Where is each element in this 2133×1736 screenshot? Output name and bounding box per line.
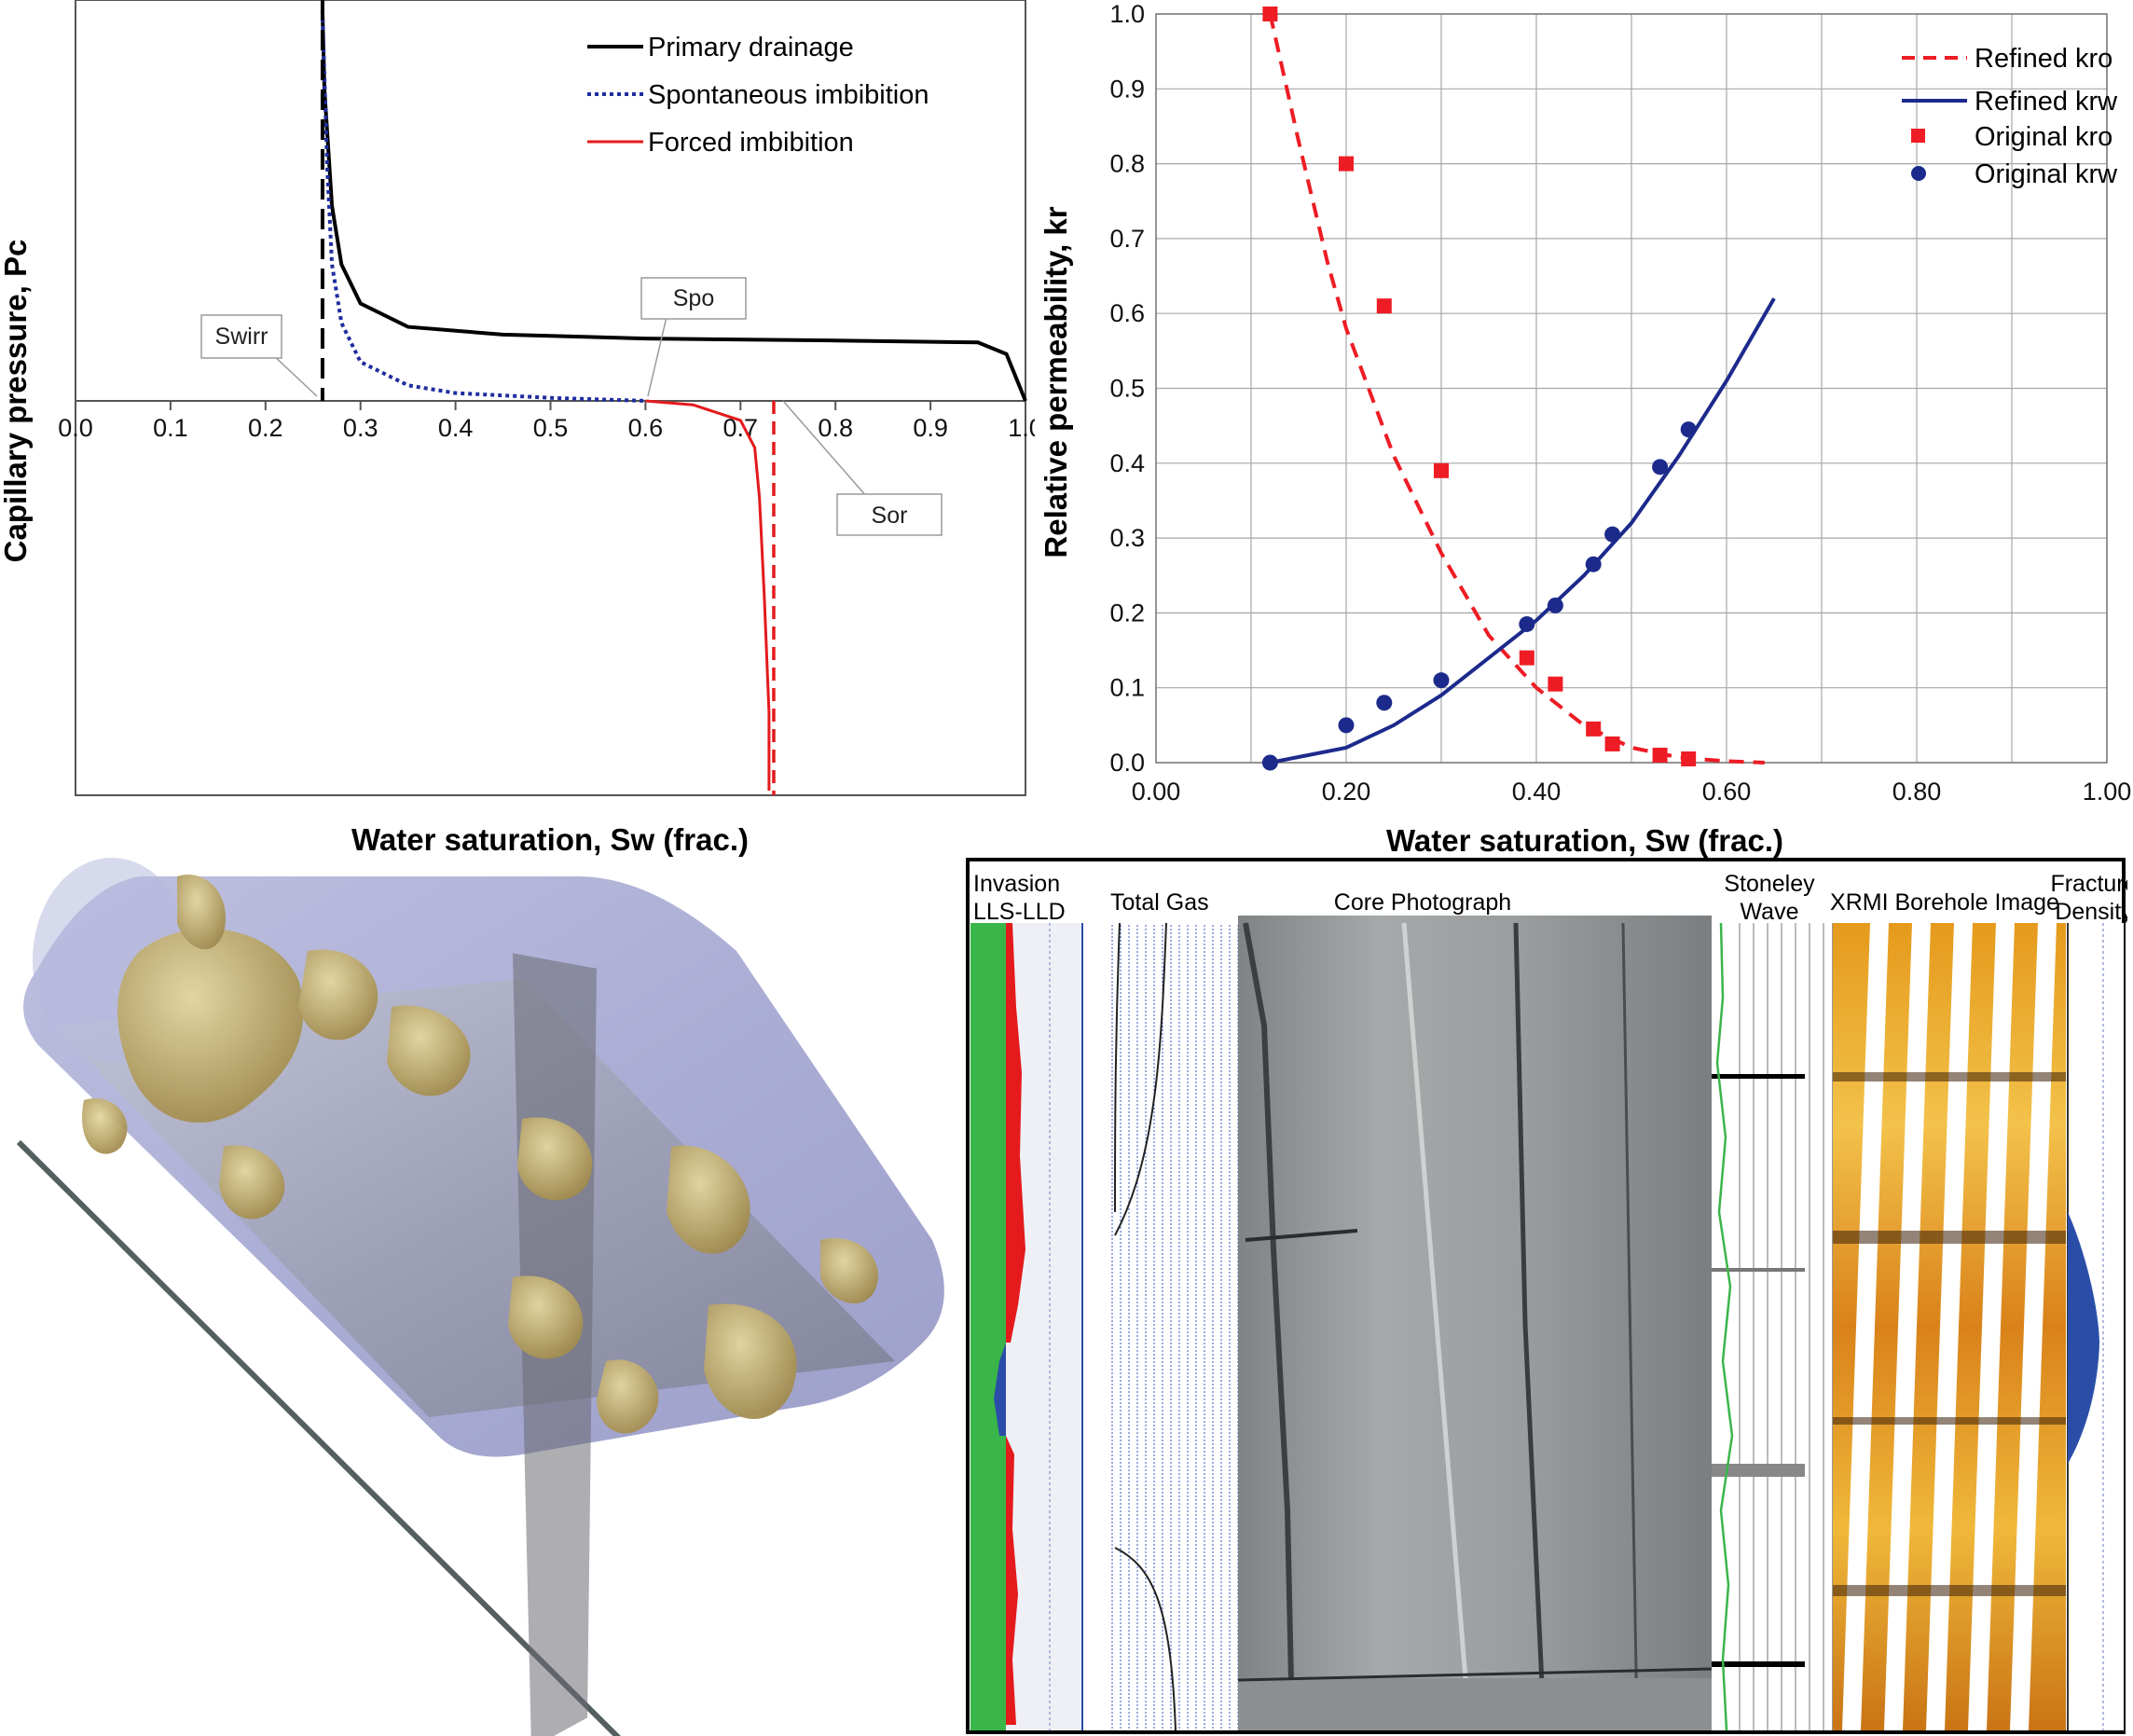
stoneley-track [1712,922,1834,1731]
pc-x-tick-label: 0.7 [723,414,759,442]
core-photo-track-header: Core Photograph [1334,889,1511,916]
kr-legend: Refined kro Refined krw Original kro Ori… [1902,44,2118,189]
invasion-track [970,923,1083,1730]
original-kro-point [1434,462,1449,478]
pc-legend-spontaneous: Spontaneous imbibition [648,80,929,110]
pc-forced-curve [645,399,771,791]
original-kro-point [1519,650,1534,666]
original-kro-point [1586,721,1602,737]
kr-y-tick-label: 0.3 [1109,524,1145,552]
kr-legend-refined-krw: Refined krw [1975,87,2118,117]
refined-kro-line [1268,13,1765,765]
kr-x-tick-label: 0.80 [1892,778,1942,806]
relative-permeability-chart: 0.0 0.1 0.2 0.3 0.4 0.5 0.6 0.7 0.8 0.9 1.0 0.00 0.2… [1039,0,2132,858]
pc-x-axis-title: Water saturation, Sw (frac.) [351,822,749,857]
kr-y-tick-label: 0.0 [1109,749,1145,777]
xrmi-borehole-image [1833,923,2066,1730]
sor-callout: Sor [782,400,943,536]
kr-y-tick-label: 0.4 [1109,449,1145,477]
original-kro-point [1339,156,1354,172]
kr-y-tick-label: 0.9 [1109,75,1145,103]
kr-plot-frame [1155,13,2108,764]
original-kro-point [1262,7,1278,21]
kr-legend-refined-kro: Refined kro [1975,44,2112,74]
gold-pore-network [82,875,878,1434]
original-krw-point [1519,615,1535,632]
original-kro-point [1652,747,1668,763]
capillary-pressure-chart: 0.0 0.1 0.2 0.3 0.4 0.5 0.6 0.7 0.8 0.9 1.0 Primar… [0,0,1035,857]
kr-x-axis-title: Water saturation, Sw (frac.) [1386,823,1783,858]
swirr-label: Swirr [215,324,268,350]
stoneley-track-header: Stoneley Wave [1724,871,1815,925]
fracture-density-track [2066,923,2124,1730]
pc-x-tick-label: 0.6 [628,414,664,442]
swirr-callout: Swirr [200,314,318,397]
kr-x-tick-label: 0.20 [1322,778,1371,806]
spo-callout: Spo [640,277,747,397]
pc-legend: Primary drainage Spontaneous imbibition … [587,33,929,158]
original-kro-point [1548,676,1563,692]
pc-x-tick-label: 0.4 [438,414,474,442]
kr-x-tick-label: 0.40 [1512,778,1562,806]
well-log-panel: Invasion LLS-LLD Total Gas Core Photograp… [966,858,2127,1734]
fracture-track-header: FractureDensity [2050,871,2127,925]
pc-x-tick-label: 0.9 [913,414,948,442]
kr-legend-original-krw: Original krw [1975,159,2118,189]
invasion-track-header: Invasion LLS-LLD [973,871,1066,925]
original-krw-point [1680,421,1697,438]
kr-legend-original-kro: Original kro [1975,122,2112,152]
original-krw-point [1338,717,1355,734]
original-krw-point [1547,597,1563,613]
pc-x-tick-label: 0.3 [343,414,378,442]
pc-drainage-curve [320,10,1027,402]
original-krw-point [1433,672,1450,689]
xrmi-track-header: XRMI Borehole Image [1830,889,2059,916]
kr-y-tick-label: 0.1 [1109,674,1145,702]
kr-x-tick-label: 1.00 [2083,778,2132,806]
core-photograph [1237,916,1713,1730]
kr-y-tick-label: 0.8 [1109,150,1145,178]
original-kro-point [1681,751,1697,766]
total-gas-track-header: Total Gas [1110,889,1209,916]
kr-y-tick-label: 1.0 [1109,0,1145,28]
pc-x-tick-label: 0.8 [818,414,853,442]
kr-y-tick-label: 0.2 [1109,599,1145,627]
sor-label: Sor [872,503,908,529]
pc-legend-forced: Forced imbibition [648,128,854,158]
core-3d-render [16,858,944,1736]
original-krw-point [1585,556,1602,572]
kr-x-tick-label: 0.00 [1132,778,1181,806]
kr-y-tick-label: 0.6 [1109,299,1145,327]
original-krw-point [1376,695,1393,711]
original-krw-point [1261,754,1278,771]
spo-label: Spo [673,285,714,311]
pc-x-tick-label: 0.1 [153,414,188,442]
pc-x-tick-label: 1.0 [1008,414,1035,442]
pc-x-tick-label: 0.2 [248,414,283,442]
pc-y-axis-title: Capillary pressure, Pc [0,240,33,563]
pc-x-tick-label: 0.0 [58,414,93,442]
original-kro-point [1376,298,1392,314]
pc-legend-drainage: Primary drainage [648,33,854,62]
pc-x-tick-label: 0.5 [533,414,569,442]
kr-y-tick-label: 0.7 [1109,225,1145,253]
original-krw-point [1652,459,1669,475]
original-krw-point [1604,526,1621,543]
kr-x-tick-label: 0.60 [1702,778,1752,806]
kr-y-axis-title: Relative permeability, kr [1039,206,1073,558]
kr-y-tick-label: 0.5 [1109,375,1145,403]
pc-spontaneous-curve [320,10,646,403]
original-kro-point [1604,736,1620,751]
